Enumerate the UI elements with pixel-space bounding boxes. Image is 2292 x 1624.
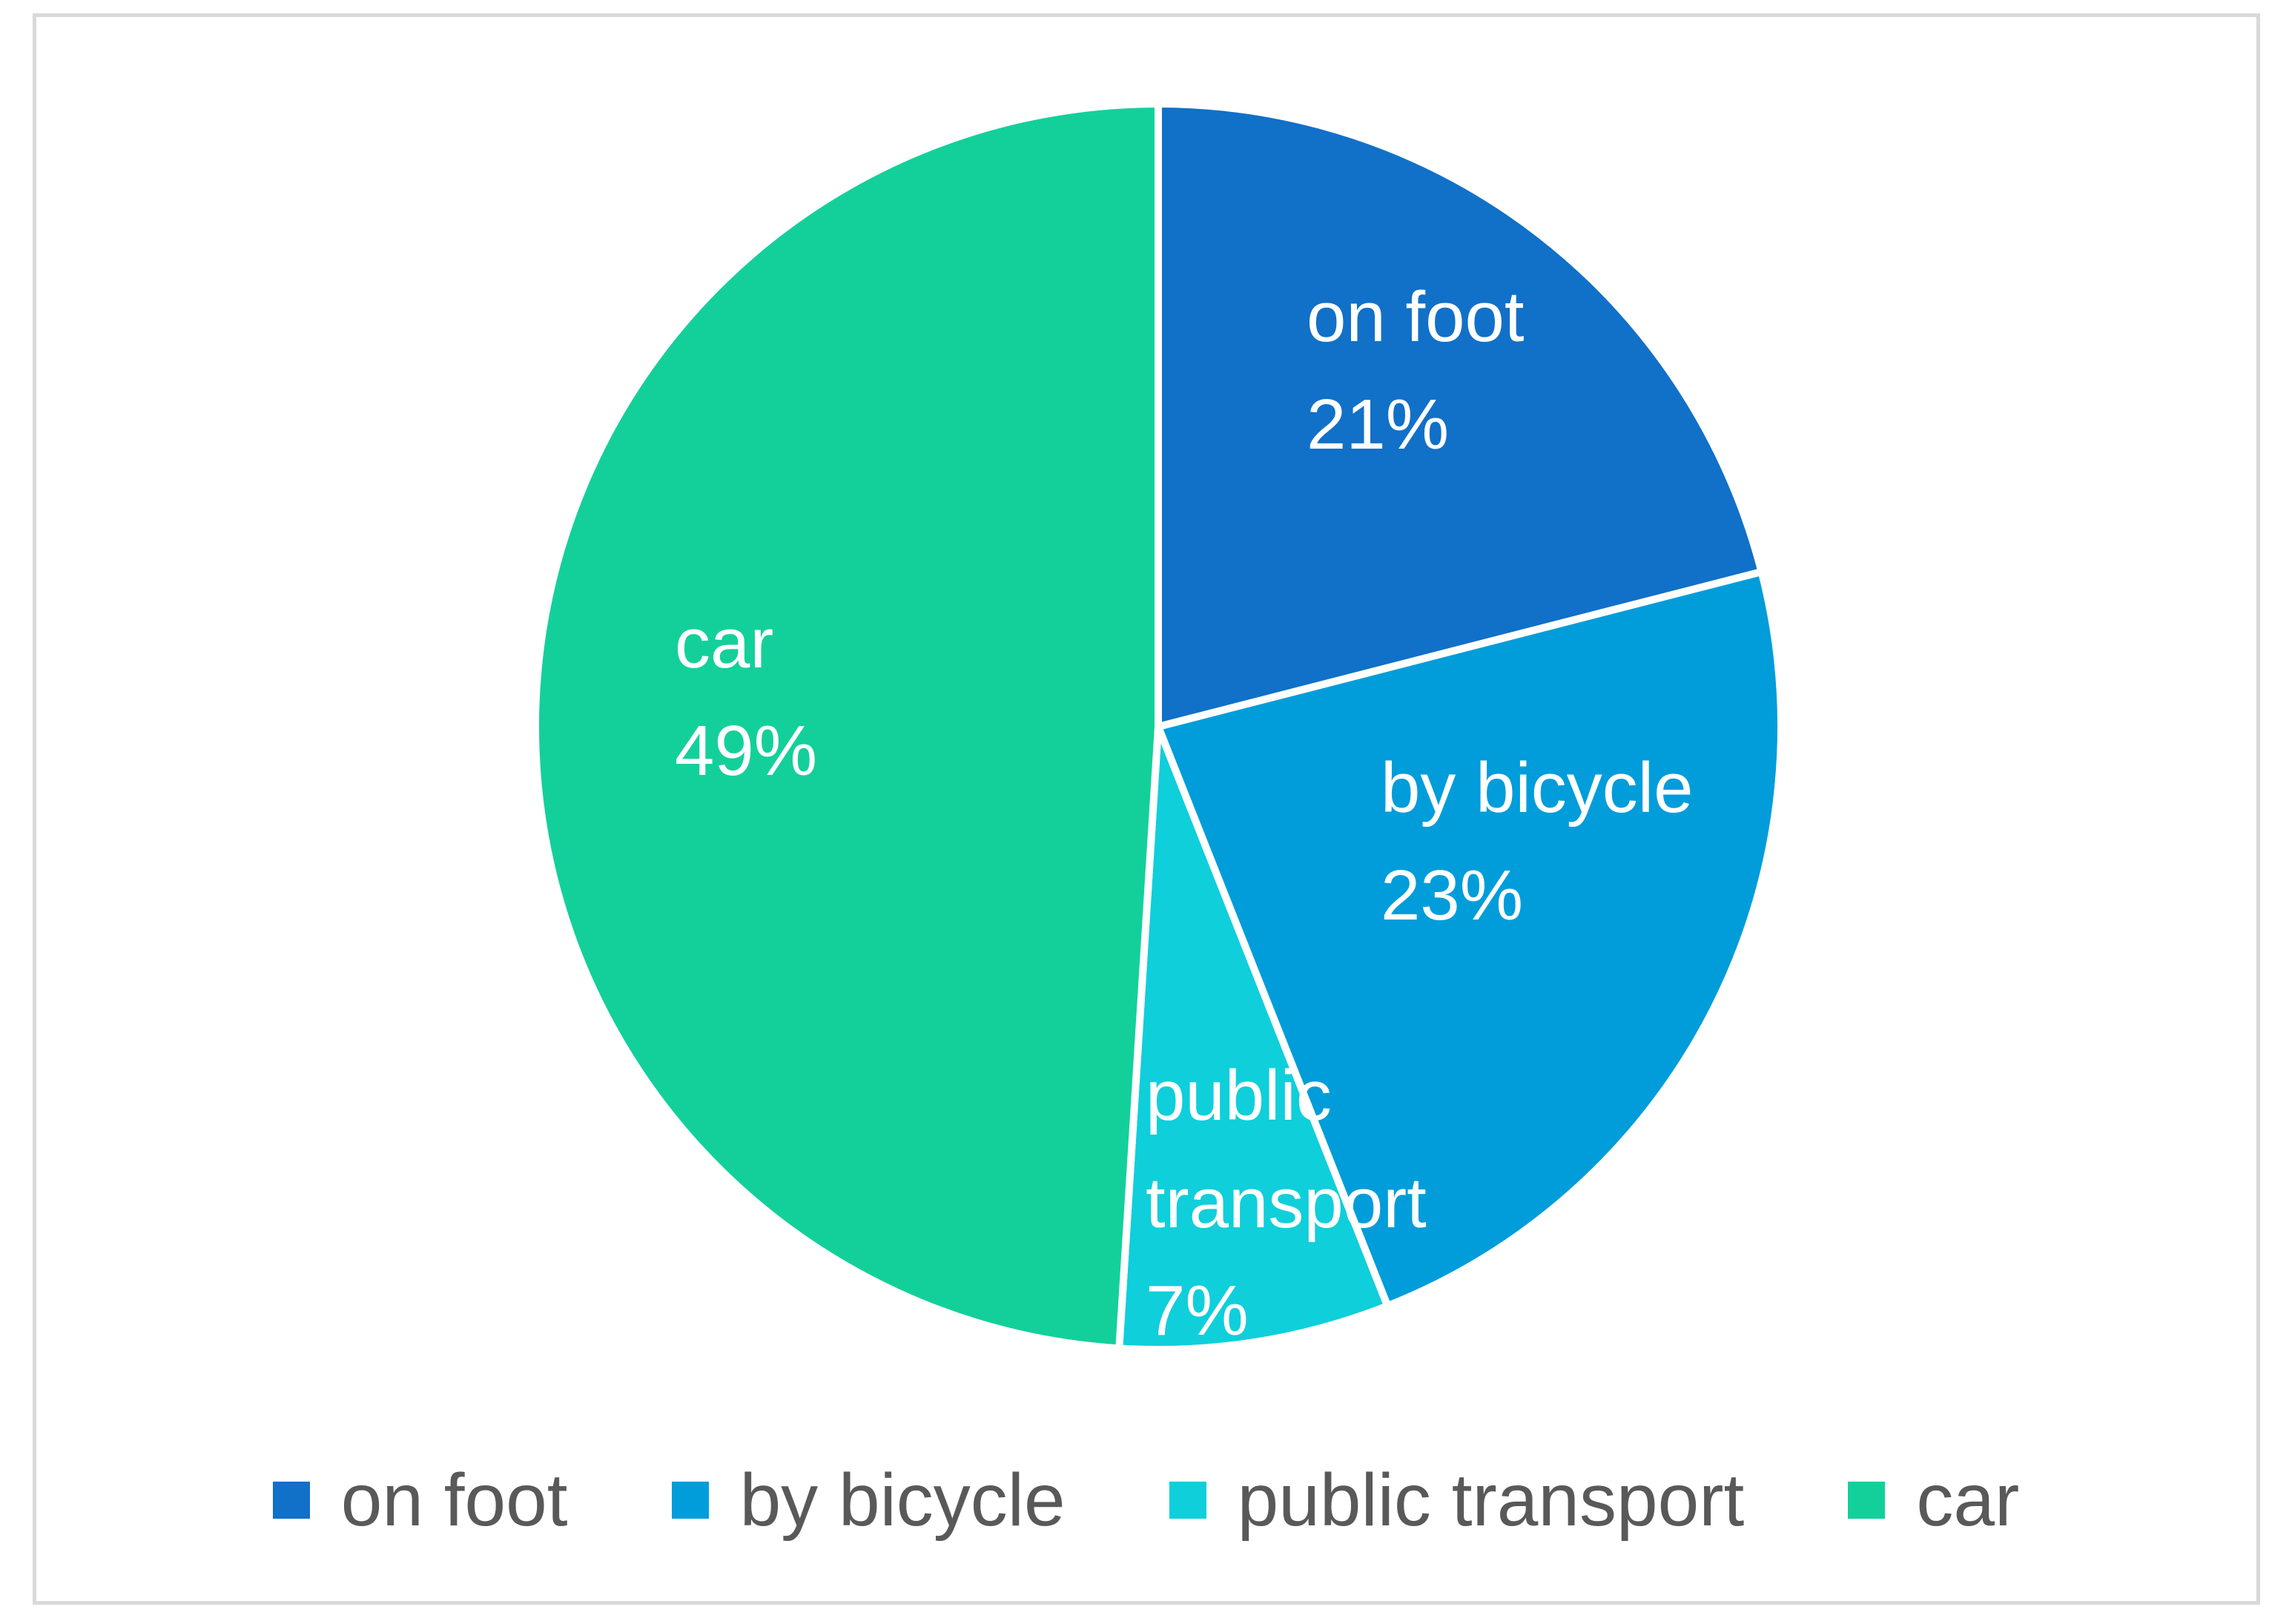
legend-label-on-foot: on foot <box>340 1458 568 1542</box>
data-label-car: car 49% <box>675 604 817 790</box>
legend-label-by-bicycle: by bicycle <box>739 1458 1066 1542</box>
legend-swatch-by-bicycle <box>671 1482 709 1519</box>
data-label-by-bicycle: by bicycle 23% <box>1381 748 1694 935</box>
data-label-line: on foot <box>1307 277 1525 357</box>
pie-slices <box>532 100 1785 1353</box>
legend-item-on-foot: on foot <box>272 1458 568 1543</box>
data-label-line: public <box>1146 1056 1332 1135</box>
legend-label-public-transport: public transport <box>1237 1458 1745 1542</box>
pie-data-labels: on foot 21% by bicycle 23% public transport 7%… <box>675 277 1694 1350</box>
data-label-line: car <box>675 604 773 683</box>
pie-slice-on-foot <box>1155 100 1766 730</box>
data-label-line: 7% <box>1146 1271 1249 1350</box>
data-label-line: 21% <box>1307 385 1449 464</box>
legend-swatch-on-foot <box>272 1482 310 1519</box>
legend-label-car: car <box>1916 1458 2020 1542</box>
pie-slice-public-transport <box>1115 723 1392 1353</box>
data-label-public-transport: public transport 7% <box>1146 1056 1427 1350</box>
data-label-line: 49% <box>675 711 817 790</box>
pie-slice-by-bicycle <box>1155 568 1785 1310</box>
data-label-line: transport <box>1146 1163 1427 1243</box>
data-label-on-foot: on foot 21% <box>1307 277 1525 464</box>
data-label-line: 23% <box>1381 856 1523 935</box>
legend: on foot by bicycle public transport car <box>0 1458 2292 1543</box>
legend-swatch-car <box>1848 1482 1886 1519</box>
legend-item-by-bicycle: by bicycle <box>671 1458 1066 1543</box>
legend-swatch-public-transport <box>1169 1482 1206 1519</box>
legend-item-car: car <box>1848 1458 2019 1543</box>
legend-item-public-transport: public transport <box>1169 1458 1745 1543</box>
data-label-line: by bicycle <box>1381 748 1694 828</box>
pie-slice-car <box>532 100 1162 1353</box>
